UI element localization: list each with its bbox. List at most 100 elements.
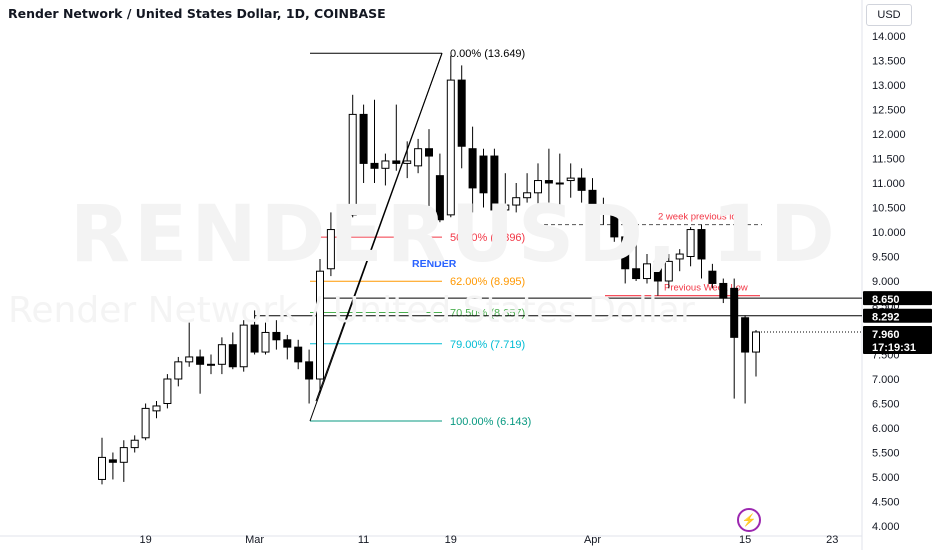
candle-body bbox=[730, 287, 739, 338]
current-price-label-box bbox=[863, 325, 932, 354]
fib-level-label: 50.00% (9.896) bbox=[450, 232, 525, 244]
candle-body bbox=[686, 229, 695, 258]
candle-body bbox=[435, 175, 444, 221]
candle-body bbox=[643, 263, 651, 280]
candle-body bbox=[675, 253, 684, 260]
y-tick-label: 9.000 bbox=[872, 276, 900, 288]
candle-body bbox=[261, 331, 270, 353]
y-tick-label: 10.500 bbox=[872, 203, 906, 215]
x-tick-label: Mar bbox=[245, 534, 264, 546]
candle-body bbox=[119, 447, 128, 463]
prev-week-low-label: Previous Week Low bbox=[664, 283, 748, 294]
candle-body bbox=[577, 177, 586, 191]
candle-body bbox=[599, 204, 608, 213]
candle-body bbox=[741, 317, 750, 353]
candle-body bbox=[163, 378, 172, 404]
fib-level-label: 0.00% (13.649) bbox=[450, 48, 525, 60]
candle-body bbox=[130, 439, 139, 449]
x-tick-label: Apr bbox=[584, 534, 601, 546]
level-b-label-box bbox=[863, 308, 932, 323]
candle-body bbox=[294, 346, 303, 363]
y-tick-label: 13.500 bbox=[872, 56, 906, 68]
candle-body bbox=[610, 211, 619, 238]
chart-title: Render Network / United States Dollar, 1… bbox=[8, 6, 386, 21]
name-watermark: Render Network / United States Dollar bbox=[8, 290, 695, 331]
two-week-low-label: 2 week previous low bbox=[658, 212, 744, 223]
y-tick-label: 4.000 bbox=[872, 521, 900, 533]
candle-body bbox=[141, 407, 150, 439]
y-tick-label: 12.000 bbox=[872, 129, 906, 141]
level-a-label-box bbox=[863, 291, 932, 306]
fib-level-label: 100.00% (6.143) bbox=[450, 416, 531, 428]
candle-body bbox=[403, 160, 412, 164]
candle-body bbox=[752, 331, 760, 353]
candle-body bbox=[337, 214, 346, 231]
fib-level-label: 62.00% (8.995) bbox=[450, 276, 525, 288]
candle-body bbox=[457, 79, 466, 147]
candle-body bbox=[632, 268, 641, 280]
candle-body bbox=[326, 229, 335, 270]
candle-body bbox=[501, 204, 510, 211]
y-tick-label: 6.500 bbox=[872, 399, 900, 411]
candle-body bbox=[468, 148, 477, 189]
y-tick-label: 6.000 bbox=[872, 423, 900, 435]
currency-button[interactable]: USD bbox=[866, 4, 912, 26]
candle-body bbox=[381, 160, 390, 169]
y-tick-label: 9.500 bbox=[872, 252, 900, 264]
candle-body bbox=[305, 361, 314, 380]
candle-body bbox=[98, 456, 106, 480]
candle-body bbox=[555, 182, 564, 185]
candle-body bbox=[414, 148, 423, 167]
y-tick-label: 5.500 bbox=[872, 448, 900, 460]
candle-body bbox=[708, 270, 717, 284]
candle-body bbox=[566, 177, 575, 182]
tradingview-bolt-icon[interactable]: ⚡ bbox=[737, 508, 761, 532]
candle-body bbox=[697, 229, 706, 260]
render-label: RENDER bbox=[412, 258, 457, 270]
candle-body bbox=[359, 113, 368, 164]
candle-body bbox=[719, 282, 728, 299]
y-tick-label: 5.000 bbox=[872, 472, 900, 484]
level-a-label-text: 8.650 bbox=[872, 294, 900, 306]
candle-body bbox=[272, 331, 281, 341]
candle-body bbox=[239, 324, 248, 368]
candle-body bbox=[217, 344, 226, 365]
trend-line bbox=[315, 53, 443, 402]
y-tick-label: 10.000 bbox=[872, 227, 906, 239]
candle-body bbox=[523, 192, 532, 199]
candle-body bbox=[490, 155, 499, 211]
x-tick-label: 19 bbox=[445, 534, 457, 546]
candle-body bbox=[653, 260, 662, 282]
level-b-label-text: 8.292 bbox=[872, 312, 900, 324]
candle-body bbox=[425, 148, 433, 157]
y-tick-label: 7.000 bbox=[872, 374, 900, 386]
symbol-watermark: RENDERUSD, 1D bbox=[70, 190, 839, 280]
x-tick-label: 11 bbox=[358, 534, 369, 546]
candle-body bbox=[250, 324, 259, 353]
candle-body bbox=[108, 459, 117, 463]
x-tick-label: 19 bbox=[139, 534, 151, 546]
y-tick-label: 13.000 bbox=[872, 80, 906, 92]
candle-body bbox=[185, 356, 194, 363]
candle-body bbox=[534, 180, 542, 194]
candle-body bbox=[544, 180, 553, 184]
current-price-label-text: 7.960 bbox=[872, 329, 900, 341]
candle-body bbox=[479, 155, 488, 194]
y-tick-label: 14.000 bbox=[872, 31, 906, 43]
y-tick-label: 11.000 bbox=[872, 178, 905, 190]
y-tick-label: 4.500 bbox=[872, 497, 900, 509]
candle-body bbox=[174, 361, 183, 380]
candle-body bbox=[196, 356, 205, 365]
candle-body bbox=[512, 197, 521, 206]
current-price-label-text: 17:19:31 bbox=[872, 342, 916, 354]
candle-body bbox=[152, 405, 161, 412]
candle-body bbox=[664, 260, 673, 282]
y-tick-label: 11.500 bbox=[872, 154, 905, 166]
x-tick-label: 23 bbox=[826, 534, 838, 546]
candle-body bbox=[392, 160, 401, 164]
candle-body bbox=[348, 113, 357, 216]
y-tick-label: 12.500 bbox=[872, 105, 906, 117]
fib-level-label: 79.00% (7.719) bbox=[450, 339, 525, 351]
candle-body bbox=[370, 162, 379, 169]
